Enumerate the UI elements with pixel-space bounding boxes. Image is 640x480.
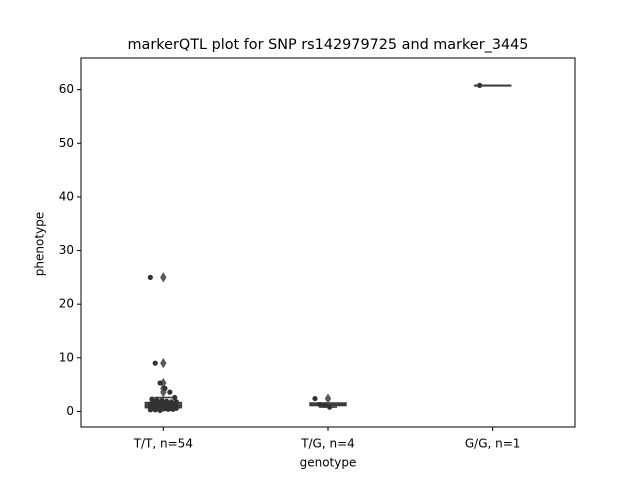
point bbox=[477, 82, 483, 88]
y-tick-label: 40 bbox=[59, 189, 74, 203]
point bbox=[157, 380, 163, 386]
point bbox=[162, 385, 168, 391]
point bbox=[152, 407, 158, 413]
outlier bbox=[160, 272, 167, 283]
point bbox=[147, 274, 153, 280]
y-tick-label: 0 bbox=[66, 404, 74, 418]
plot-frame bbox=[80, 57, 576, 428]
point bbox=[170, 406, 176, 412]
point bbox=[167, 389, 173, 395]
point bbox=[165, 406, 171, 412]
point bbox=[157, 407, 163, 413]
outlier bbox=[160, 377, 167, 389]
x-tick-label: G/G, n=1 bbox=[465, 437, 521, 451]
y-tick-label: 10 bbox=[59, 350, 74, 364]
point bbox=[322, 402, 328, 408]
x-tick-label: T/T, n=54 bbox=[133, 437, 193, 451]
outlier bbox=[160, 357, 167, 369]
x-tick-label: T/G, n=4 bbox=[300, 437, 355, 451]
y-tick-label: 50 bbox=[59, 136, 74, 150]
point bbox=[312, 395, 318, 402]
point bbox=[152, 360, 158, 366]
point bbox=[327, 404, 333, 410]
chart-title: markerQTL plot for SNP rs142979725 and m… bbox=[128, 37, 529, 53]
y-tick-label: 30 bbox=[59, 243, 74, 257]
y-axis-label: phenotype bbox=[33, 212, 47, 276]
x-axis-label: genotype bbox=[300, 456, 357, 470]
outlier bbox=[324, 393, 332, 404]
point bbox=[147, 407, 153, 413]
y-tick-label: 60 bbox=[59, 82, 74, 96]
y-tick-label: 20 bbox=[59, 297, 74, 311]
point bbox=[317, 401, 323, 408]
point bbox=[172, 394, 178, 401]
